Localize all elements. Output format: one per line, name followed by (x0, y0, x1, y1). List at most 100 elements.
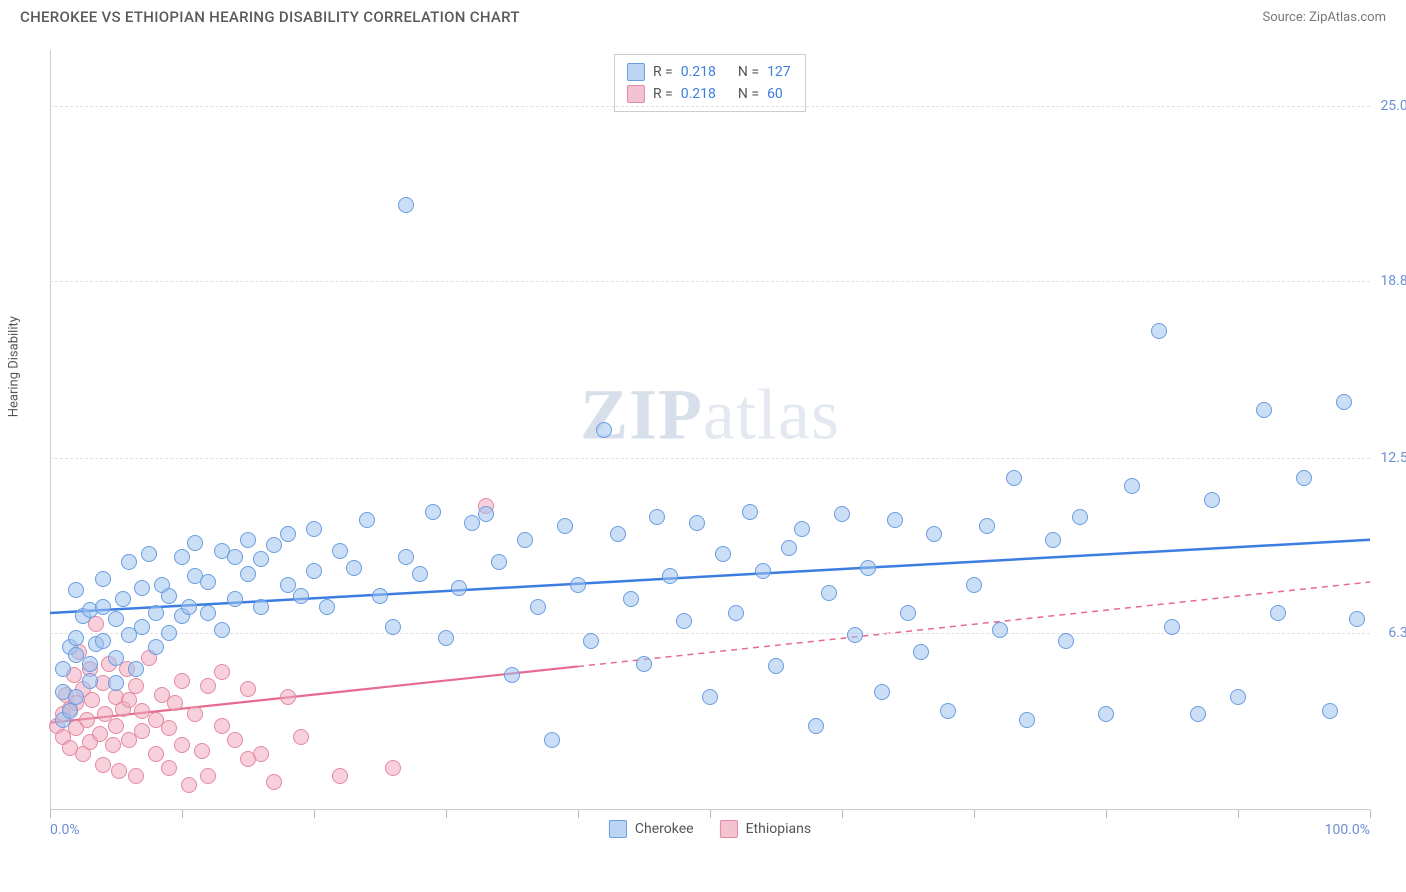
data-point (332, 768, 348, 784)
data-point (1204, 492, 1220, 508)
legend-label: Ethiopians (746, 821, 811, 837)
data-point (755, 563, 771, 579)
data-point (821, 585, 837, 601)
plot-area: ZIPatlas R = 0.218 N = 127 R = 0.218 N =… (50, 50, 1370, 810)
data-point (280, 689, 296, 705)
data-point (95, 633, 111, 649)
data-point (161, 760, 177, 776)
x-tick (314, 810, 315, 818)
data-point (649, 509, 665, 525)
swatch-ethiopians-icon (720, 820, 738, 838)
data-point (794, 521, 810, 537)
n-label: N = (738, 64, 759, 80)
data-point (874, 684, 890, 700)
data-point (167, 695, 183, 711)
data-point (860, 560, 876, 576)
source-attribution: Source: ZipAtlas.com (1262, 10, 1386, 25)
swatch-ethiopians-icon (627, 85, 645, 103)
data-point (1296, 470, 1312, 486)
grid-line (50, 281, 1370, 282)
chart-container: ZIPatlas R = 0.218 N = 127 R = 0.218 N =… (50, 50, 1370, 810)
data-point (240, 532, 256, 548)
x-tick (182, 810, 183, 818)
data-point (926, 526, 942, 542)
data-point (134, 580, 150, 596)
y-tick-label: 12.5% (1380, 450, 1406, 466)
data-point (702, 689, 718, 705)
data-point (636, 656, 652, 672)
data-point (200, 768, 216, 784)
data-point (544, 732, 560, 748)
x-tick (1106, 810, 1107, 818)
n-value: 127 (767, 64, 791, 80)
data-point (174, 549, 190, 565)
data-point (808, 718, 824, 734)
data-point (478, 506, 494, 522)
legend-item-ethiopians: Ethiopians (720, 820, 811, 838)
x-tick (974, 810, 975, 818)
data-point (715, 546, 731, 562)
data-point (583, 633, 599, 649)
r-label: R = (653, 64, 673, 80)
data-point (280, 577, 296, 593)
correlation-legend: R = 0.218 N = 127 R = 0.218 N = 60 (614, 54, 806, 112)
data-point (372, 588, 388, 604)
x-axis-min-label: 0.0% (50, 822, 80, 838)
data-point (95, 757, 111, 773)
legend-item-cherokee: Cherokee (609, 820, 694, 838)
data-point (161, 720, 177, 736)
legend-row-ethiopians: R = 0.218 N = 60 (627, 83, 793, 105)
data-point (253, 746, 269, 762)
data-point (1190, 706, 1206, 722)
data-point (1164, 619, 1180, 635)
data-point (398, 549, 414, 565)
data-point (92, 726, 108, 742)
data-point (623, 591, 639, 607)
x-tick (578, 810, 579, 818)
y-tick-label: 18.8% (1380, 273, 1406, 289)
data-point (266, 774, 282, 790)
data-point (412, 566, 428, 582)
data-point (253, 551, 269, 567)
data-point (227, 549, 243, 565)
legend-label: Cherokee (635, 821, 694, 837)
data-point (128, 768, 144, 784)
data-point (768, 658, 784, 674)
data-point (200, 574, 216, 590)
data-point (610, 526, 626, 542)
data-point (174, 737, 190, 753)
data-point (181, 599, 197, 615)
data-point (1058, 633, 1074, 649)
data-point (1230, 689, 1246, 705)
data-point (95, 599, 111, 615)
data-point (240, 681, 256, 697)
data-point (979, 518, 995, 534)
x-tick (710, 810, 711, 818)
data-point (1349, 611, 1365, 627)
r-value: 0.218 (681, 64, 716, 80)
data-point (84, 692, 100, 708)
data-point (88, 616, 104, 632)
data-point (148, 746, 164, 762)
data-point (319, 599, 335, 615)
data-point (1124, 478, 1140, 494)
chart-title: CHEROKEE VS ETHIOPIAN HEARING DISABILITY… (20, 8, 520, 26)
data-point (385, 619, 401, 635)
data-point (1098, 706, 1114, 722)
data-point (161, 588, 177, 604)
x-tick (446, 810, 447, 818)
data-point (992, 622, 1008, 638)
data-point (847, 627, 863, 643)
data-point (128, 678, 144, 694)
data-point (662, 568, 678, 584)
r-value: 0.218 (681, 86, 716, 102)
data-point (214, 622, 230, 638)
data-point (293, 729, 309, 745)
data-point (728, 605, 744, 621)
watermark-rest: atlas (703, 374, 840, 454)
y-tick-label: 25.0% (1380, 98, 1406, 114)
data-point (266, 537, 282, 553)
data-point (82, 673, 98, 689)
data-point (128, 661, 144, 677)
data-point (115, 591, 131, 607)
